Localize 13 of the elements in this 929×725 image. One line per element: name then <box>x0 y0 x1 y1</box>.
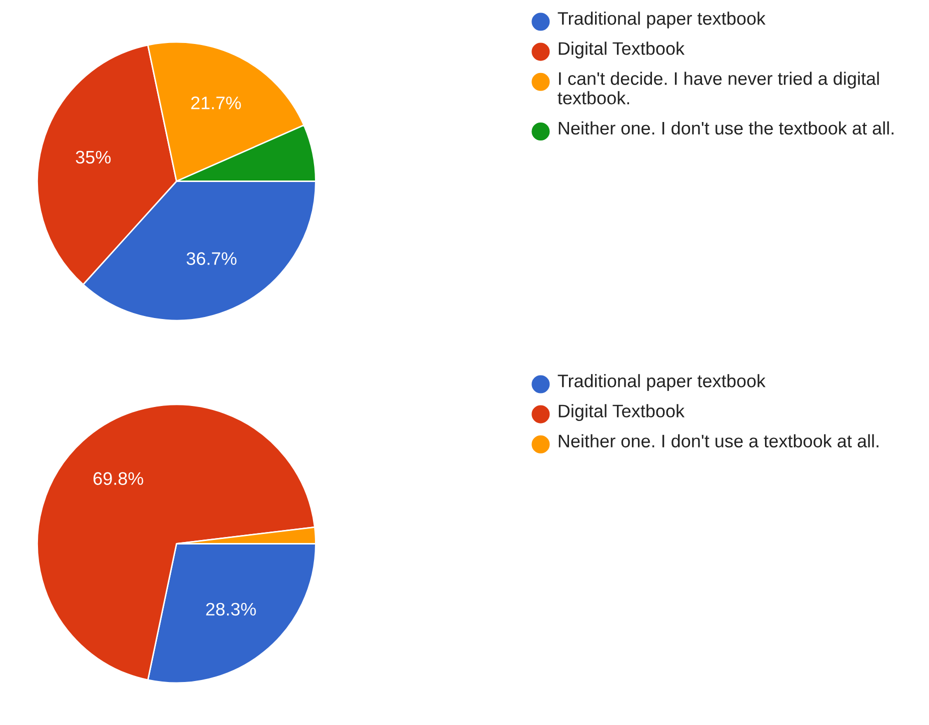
data-label: 35% <box>76 150 111 164</box>
data-label: 36.7% <box>186 252 236 265</box>
legend-label: Neither one. I don't use the textbook at all. <box>558 121 894 135</box>
legend-label: Digital Textbook <box>558 42 685 58</box>
legend-label: I can't decide. I have never tried a digital textbook. <box>558 72 879 104</box>
data-label: 21.7% <box>191 96 241 110</box>
legend-label: Traditional paper textbook <box>558 12 766 28</box>
legend-label: Digital Textbook <box>558 404 685 421</box>
legend-label: Neither one. I don't use a textbook at all. <box>558 434 878 448</box>
data-label: 69.8% <box>94 472 144 485</box>
pie-slice <box>36 404 316 681</box>
legend-label: Traditional paper textbook <box>558 374 766 391</box>
data-label: 28.3% <box>206 602 256 616</box>
